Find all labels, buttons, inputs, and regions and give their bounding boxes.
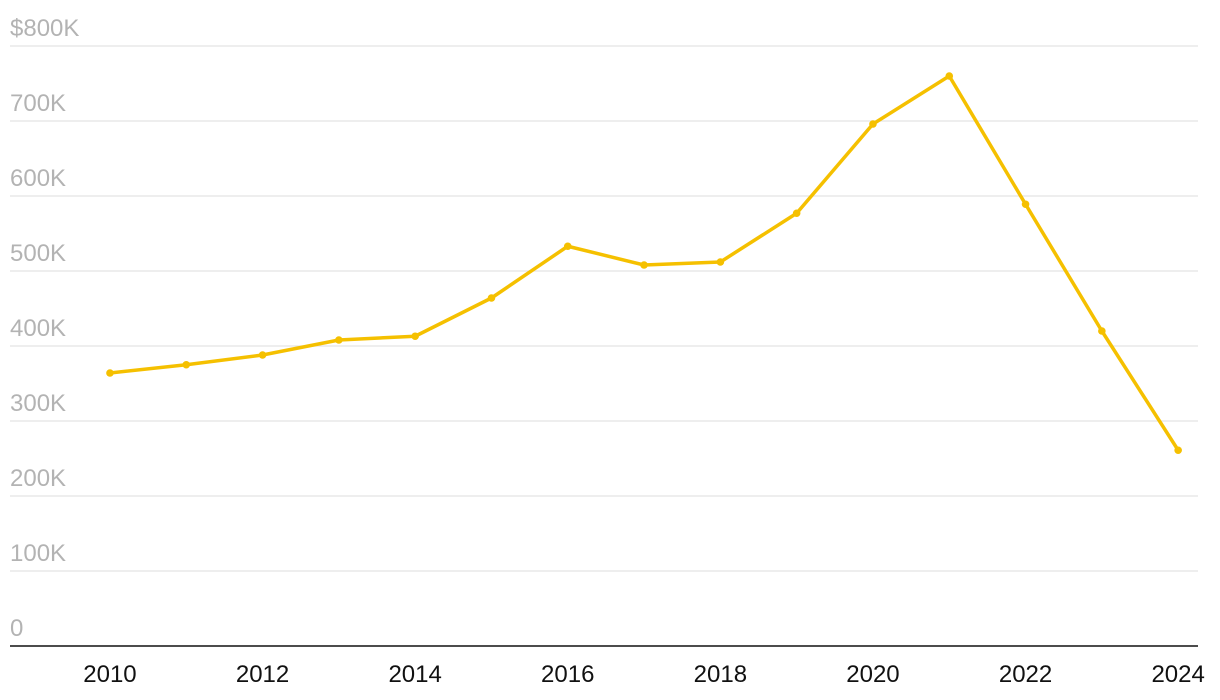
data-point (335, 336, 343, 344)
data-point (640, 261, 648, 269)
data-point (182, 360, 191, 369)
x-tick-label: 2010 (83, 661, 136, 688)
x-tick-label: 2024 (1151, 661, 1204, 688)
data-point (716, 258, 725, 266)
x-tick-label: 2018 (694, 661, 747, 688)
data-point (487, 294, 496, 302)
data-point (106, 369, 114, 377)
data-point (1098, 327, 1106, 335)
data-point (1021, 200, 1030, 209)
x-tick-label: 2020 (846, 661, 899, 688)
y-tick-label: 400K (10, 315, 66, 342)
y-tick-label: 300K (10, 390, 66, 417)
y-tick-label: 500K (10, 240, 66, 267)
y-tick-label: 200K (10, 465, 66, 492)
data-point (1174, 446, 1182, 455)
y-tick-label: 700K (10, 90, 66, 117)
x-tick-label: 2022 (999, 661, 1052, 688)
x-tick-label: 2012 (236, 661, 289, 688)
x-tick-label: 2014 (388, 661, 441, 688)
data-point (258, 351, 267, 359)
x-tick-label: 2016 (541, 661, 594, 688)
data-point (792, 209, 801, 218)
y-tick-label: 600K (10, 165, 66, 192)
data-point (411, 332, 419, 341)
data-point (563, 242, 572, 251)
y-tick-label: 100K (10, 540, 66, 567)
y-tick-label: 0 (10, 615, 23, 642)
data-point (945, 72, 954, 80)
y-tick-label: $800K (10, 15, 79, 42)
data-point (869, 120, 877, 128)
